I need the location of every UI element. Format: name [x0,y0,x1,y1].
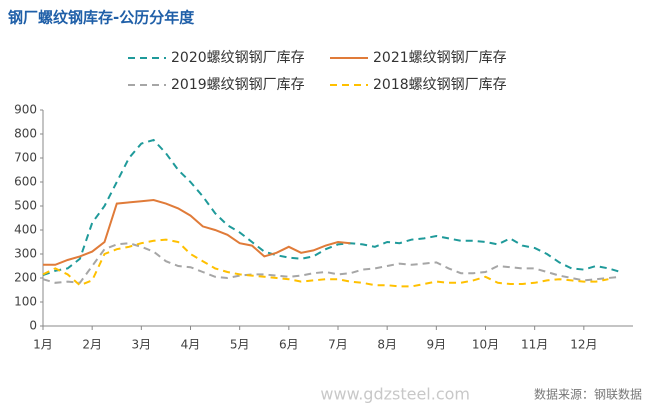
legend-label: 2019螺纹钢钢厂库存 [171,77,305,93]
y-tick-label: 300 [14,247,37,261]
y-tick-label: 600 [14,175,37,189]
y-tick-label: 200 [14,271,37,285]
y-tick-label: 100 [14,295,37,309]
y-tick-label: 900 [14,103,37,117]
x-tick-label: 9月 [427,338,447,352]
x-tick-label: 11月 [521,338,548,352]
y-tick-label: 0 [29,319,37,333]
x-tick-label: 3月 [132,338,152,352]
legend-label: 2021螺纹钢钢厂库存 [373,50,507,66]
y-tick-label: 800 [14,127,37,141]
source: 数据来源：钢联数据 [534,387,642,402]
chart-title: 钢厂螺纹钢库存-公历分年度 [8,9,195,27]
x-tick-label: 8月 [377,338,397,352]
x-tick-label: 6月 [279,338,299,352]
x-tick-label: 2月 [82,338,102,352]
x-tick-label: 5月 [230,338,250,352]
series-line [43,198,351,266]
x-tick-label: 12月 [570,338,597,352]
x-tick-label: 10月 [472,338,499,352]
legend-label: 2018螺纹钢钢厂库存 [373,77,507,93]
x-tick-label: 1月 [33,338,53,352]
x-tick-label: 7月 [328,338,348,352]
watermark: www.gdzsteel.com [320,385,470,404]
series-line [42,238,609,288]
x-tick-label: 4月 [181,338,201,352]
y-tick-label: 700 [14,151,37,165]
series-line [42,242,621,284]
y-tick-label: 400 [14,223,37,237]
legend-label: 2020螺纹钢钢厂库存 [171,50,305,66]
series-line [42,138,621,277]
y-tick-label: 500 [14,199,37,213]
